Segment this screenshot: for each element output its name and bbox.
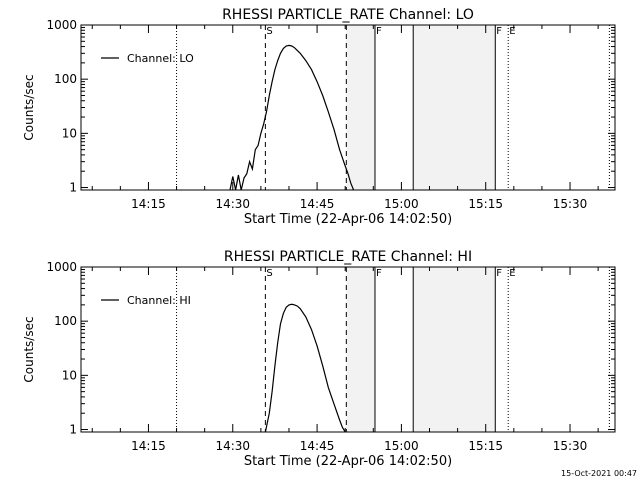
x-tick-label: 14:45 (300, 197, 335, 211)
y-axis-label: Counts/sec (22, 74, 36, 140)
footer-timestamp: 15-Oct-2021 00:47 (561, 469, 637, 478)
chart-panel-2: RHESSI PARTICLE_RATE Channel: HI Counts/s… (22, 249, 616, 469)
y-tick-label: 10 (62, 126, 77, 140)
time-marker-label: S (266, 268, 272, 279)
shaded-interval (413, 267, 496, 432)
plot-frame (80, 266, 616, 433)
y-tick-label: 100 (54, 314, 77, 328)
shaded-interval (346, 267, 375, 432)
shaded-interval (346, 25, 375, 190)
time-marker-label: E (509, 268, 515, 279)
x-tick-label: 15:15 (468, 197, 503, 211)
series-line (229, 44, 355, 191)
chart-panel-1: RHESSI PARTICLE_RATE Channel: LO Counts/s… (22, 7, 616, 227)
chart-title: RHESSI PARTICLE_RATE Channel: LO (222, 7, 474, 23)
time-marker-label: S (266, 26, 272, 37)
shaded-interval (413, 25, 496, 190)
chart-title: RHESSI PARTICLE_RATE Channel: HI (224, 249, 472, 265)
x-axis-label: Start Time (22-Apr-06 14:02:50) (244, 212, 452, 227)
y-tick-label: 10 (62, 368, 77, 382)
time-marker-label: E (509, 26, 515, 37)
x-tick-label: 14:45 (300, 439, 335, 453)
time-marker-label: F (496, 268, 502, 279)
legend-label: Channel: LO (127, 52, 194, 65)
x-tick-label: 15:15 (468, 439, 503, 453)
x-tick-label: 15:30 (553, 197, 588, 211)
x-tick-label: 14:30 (215, 197, 250, 211)
y-tick-label: 1 (69, 181, 77, 195)
x-tick-label: 15:00 (384, 197, 419, 211)
y-tick-label: 100 (54, 72, 77, 86)
time-marker-label: F (376, 26, 382, 37)
y-axis-label: Counts/sec (22, 316, 36, 382)
legend-label: Channel: HI (127, 294, 191, 307)
y-tick-label: 1000 (46, 18, 77, 32)
x-tick-label: 14:30 (215, 439, 250, 453)
y-tick-label: 1 (69, 423, 77, 437)
x-axis-label: Start Time (22-Apr-06 14:02:50) (244, 454, 452, 469)
x-tick-label: 14:15 (131, 197, 166, 211)
x-tick-label: 15:30 (553, 439, 588, 453)
time-marker-label: F (376, 268, 382, 279)
y-tick-label: 1000 (46, 260, 77, 274)
plot-frame (80, 24, 616, 191)
series-line (264, 303, 346, 433)
time-marker-label: F (496, 26, 502, 37)
x-tick-label: 15:00 (384, 439, 419, 453)
x-tick-label: 14:15 (131, 439, 166, 453)
